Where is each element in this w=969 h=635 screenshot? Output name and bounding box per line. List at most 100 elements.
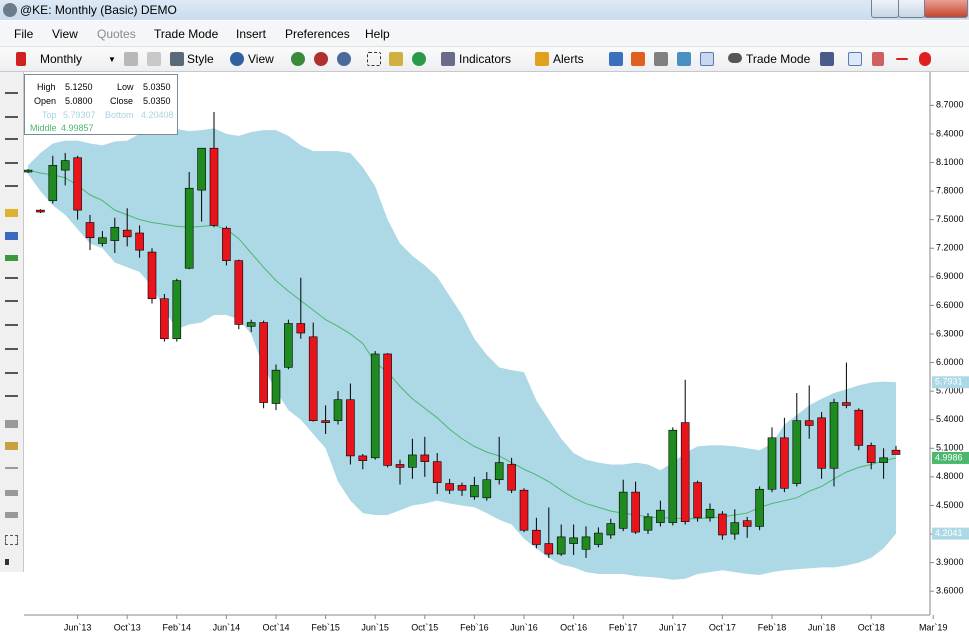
tool[interactable] [5,209,18,217]
maximize-button[interactable] [898,0,925,18]
crosshair-tool[interactable] [872,52,884,66]
tool[interactable] [5,232,18,240]
candle-body [854,409,864,446]
y-tick-label: 7.2000 [936,243,964,253]
zoom-out[interactable] [314,52,328,66]
y-tick-label: 7.5000 [936,214,964,224]
marker-tool[interactable] [919,52,931,66]
tool[interactable] [5,348,18,350]
alerts-icon[interactable] [535,52,549,66]
tool[interactable] [5,116,18,118]
info-label: Close [110,96,134,106]
interval-dropdown[interactable]: Monthly [40,52,83,66]
info-value: 5.79307 [63,110,96,120]
candle-body [767,437,777,490]
candle-body [606,523,616,536]
tool[interactable] [5,277,18,279]
x-tick-label: Oct`14 [262,622,289,632]
y-tick-label: 4.8000 [936,471,964,481]
app-icon [3,3,17,17]
close-button[interactable] [924,0,968,18]
pin-icon[interactable] [16,52,26,66]
menu-item[interactable]: View [52,27,78,41]
candle-body [147,251,157,300]
menu-item[interactable]: Quotes [97,27,136,41]
tool[interactable] [5,372,18,374]
pointer-tool[interactable] [848,52,862,66]
x-tick-label: Jun`15 [361,622,389,632]
tool-icon[interactable] [631,52,645,66]
style-icon[interactable] [170,52,184,66]
tool-icon[interactable] [820,52,834,66]
price-label-box [932,527,969,540]
menu-item[interactable]: Trade Mode [154,27,219,41]
tool-icon[interactable] [654,52,668,66]
candle-body [755,488,764,527]
candle-body [110,226,120,241]
alerts-menu[interactable]: Alerts [553,52,584,66]
tool-icon[interactable] [147,52,161,66]
candle-body [209,147,219,226]
view-icon[interactable] [230,52,244,66]
tool[interactable] [5,420,18,428]
bollinger-band [28,128,896,580]
tool[interactable] [5,442,18,450]
trade-icon[interactable] [728,53,742,63]
candle-body [866,445,876,463]
candle-body [184,187,194,269]
sync-icon[interactable] [412,52,426,66]
trade-mode-button[interactable]: Trade Mode [746,52,811,66]
indicators-icon[interactable] [441,52,455,66]
candle-body [234,260,244,325]
x-tick-label: Feb`14 [163,622,192,632]
refresh-icon[interactable] [389,52,403,66]
x-tick-label: Oct`13 [114,622,141,632]
tool[interactable] [5,138,18,140]
tool[interactable] [5,512,18,518]
menu-item[interactable]: File [14,27,34,41]
style-menu[interactable]: Style [187,52,214,66]
tool-icon[interactable] [700,52,714,66]
price-label-box [932,451,969,464]
candle-body [333,399,343,421]
tool[interactable] [5,490,18,496]
candle-body [693,482,702,519]
tool[interactable] [5,467,18,469]
candle-body [432,461,442,483]
minimize-button[interactable] [871,0,899,18]
candle-body [742,520,752,527]
indicators-menu[interactable]: Indicators [459,52,512,66]
candle-body [631,491,640,533]
tool-icon[interactable] [609,52,623,66]
candle-body [420,454,430,462]
tool[interactable] [5,559,9,565]
x-tick-label: Oct`17 [709,622,736,632]
tool[interactable] [5,395,18,397]
zoom-menu[interactable] [337,52,351,66]
select-box[interactable] [367,52,381,66]
candle-body [842,402,851,406]
menu-item[interactable]: Help [365,27,390,41]
tool[interactable] [5,535,18,545]
tool[interactable] [5,185,18,187]
tool[interactable] [5,162,18,164]
info-box: High 5.1250 Low 5.0350 Open 5.0800 Close… [24,74,178,135]
line-tool[interactable] [896,58,908,60]
menu-item[interactable]: Preferences [285,27,350,41]
tool-icon[interactable] [677,52,691,66]
info-label: Bottom [105,110,134,120]
candle-body [197,147,206,191]
tool[interactable] [5,324,18,326]
tool[interactable] [5,300,18,302]
menu-item[interactable]: Insert [236,27,267,41]
tool[interactable] [5,255,18,261]
info-value: 5.0350 [143,82,171,92]
candle-body [618,491,628,529]
tool[interactable] [5,92,18,94]
candle-body [246,322,256,327]
close-tool[interactable] [124,52,138,66]
info-value: 4.99857 [61,123,94,133]
zoom-in[interactable] [291,52,305,66]
view-menu[interactable]: View [248,52,274,66]
y-tick-label: 6.0000 [936,357,964,367]
